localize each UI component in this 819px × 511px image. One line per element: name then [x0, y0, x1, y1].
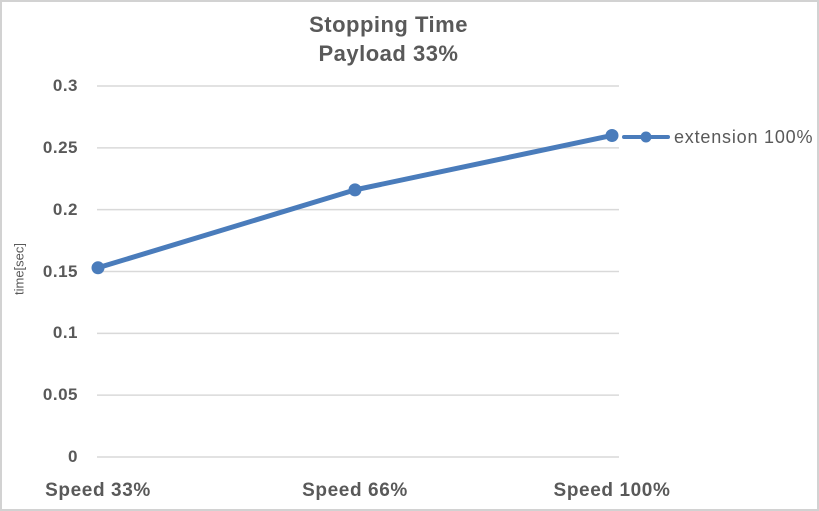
x-axis-label: Speed 33% [45, 480, 151, 501]
y-axis-tick-label: 0 [68, 447, 78, 466]
x-axis-label: Speed 66% [302, 480, 408, 501]
chart-subtitle: Payload 33% [318, 41, 459, 66]
legend: extension 100% [622, 124, 813, 150]
y-axis-tick-label: 0.25 [42, 137, 78, 157]
chart-title-block: Stopping Time Payload 33% [2, 10, 775, 68]
x-axis-label: Speed 100% [553, 480, 671, 501]
data-point-marker [348, 183, 362, 197]
series-line [95, 132, 615, 271]
y-axis-tick-label: 0.05 [42, 385, 78, 405]
legend-line-marker-icon [622, 131, 670, 143]
legend-label: extension 100% [674, 126, 814, 147]
y-axis-tick-label: 0.1 [52, 323, 78, 343]
y-axis-tick-label: 0.15 [42, 261, 78, 281]
y-axis-tick-label: 0.3 [52, 76, 78, 95]
y-axis-tick-label: 0.2 [52, 199, 78, 219]
chart-title: Stopping Time [309, 12, 468, 37]
data-point-marker [91, 261, 105, 275]
data-point-marker [605, 128, 619, 142]
